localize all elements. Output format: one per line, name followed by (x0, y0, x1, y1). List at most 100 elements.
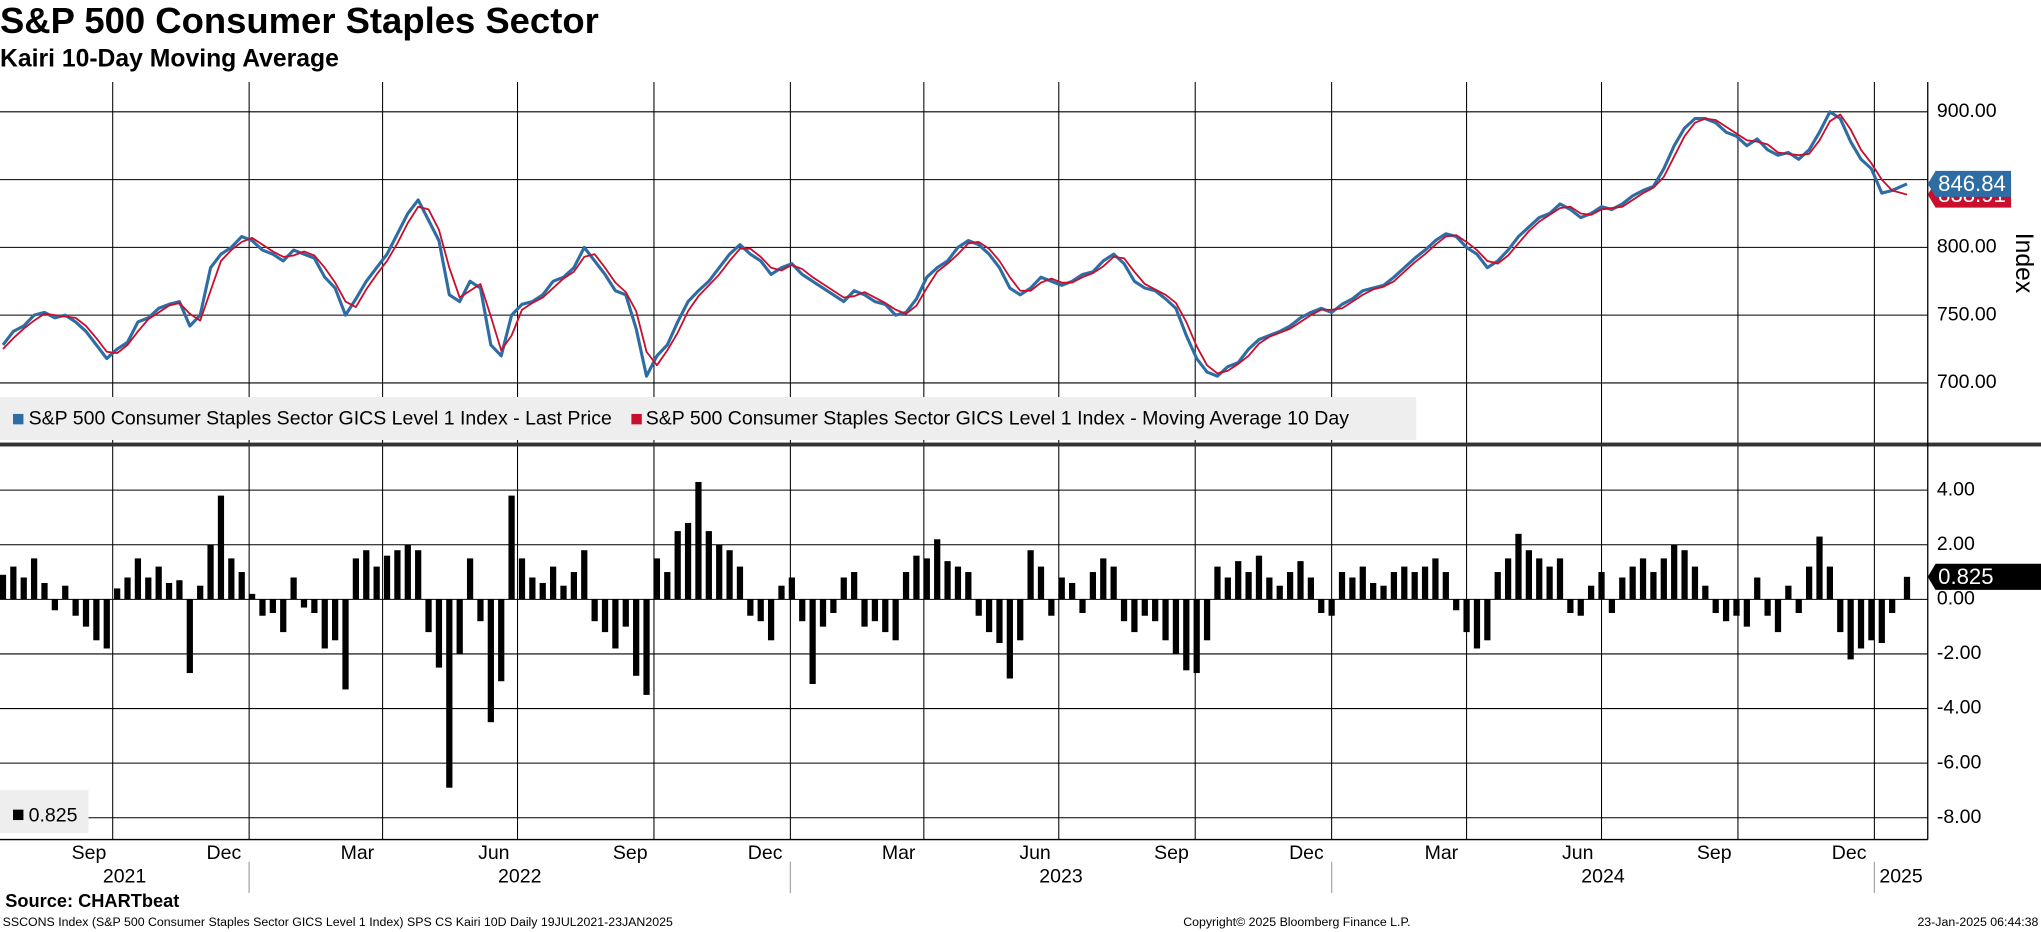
kairi-bar (1463, 599, 1470, 633)
kairi-bar (622, 599, 629, 627)
kairi-bar (238, 572, 245, 600)
kairi-bar (643, 599, 650, 695)
kairi-bar (840, 577, 847, 600)
kairi-bar (913, 555, 920, 600)
kairi-bar (1037, 566, 1045, 600)
kairi-bar (415, 550, 422, 600)
footer-center: Copyright© 2025 Bloomberg Finance L.P. (1183, 915, 1410, 929)
kairi-bar (716, 544, 723, 600)
kairi-bar (664, 572, 671, 600)
kairi-bar (633, 599, 640, 676)
kairi-bar (1629, 566, 1636, 600)
kairi-bar (705, 531, 712, 600)
kairi-bar (1660, 558, 1667, 600)
kairi-bar (539, 582, 546, 600)
kairi-bar (1826, 566, 1834, 600)
kairi-bar (300, 599, 308, 608)
value-tag (1927, 170, 2012, 197)
kairi-bar (124, 577, 131, 600)
value-tag (1927, 563, 2041, 590)
x-tick-label: Mar (882, 842, 916, 864)
kairi-bar (1889, 599, 1896, 613)
kairi-bar (487, 599, 494, 723)
kairi-bar (1453, 599, 1460, 611)
kairi-bar (1297, 561, 1304, 600)
kairi-bar (674, 531, 681, 600)
kairi-bar (923, 558, 930, 600)
grid (0, 82, 1928, 840)
kairi-bar (332, 599, 339, 641)
chart-title: S&P 500 Consumer Staples Sector (0, 0, 599, 41)
kairi-bar (1193, 599, 1200, 674)
y-tick-label: -2.00 (1937, 642, 1982, 664)
chart-subtitle: Kairi 10-Day Moving Average (0, 45, 339, 72)
kairi-bar (767, 599, 775, 641)
kairi-bar (1141, 599, 1148, 616)
kairi-bar (259, 599, 266, 616)
kairi-bar (570, 572, 577, 600)
kairi-bar (1370, 582, 1377, 600)
kairi-bar (601, 599, 609, 633)
kairi-bar (1764, 599, 1771, 616)
y-tick-label: 2.00 (1937, 533, 1975, 555)
kairi-bar (1857, 599, 1865, 649)
kairi-bar (851, 572, 858, 600)
kairi-bar (1722, 599, 1730, 622)
kairi-bar (228, 558, 235, 600)
kairi-bar (861, 599, 868, 627)
kairi-bar (1006, 599, 1013, 679)
kairi-bar (41, 582, 48, 600)
kairi-bar (1380, 585, 1387, 600)
kairi-bar (892, 599, 899, 641)
kairi-bar (456, 599, 463, 654)
kairi-bar (280, 599, 287, 633)
kairi-bar (1619, 577, 1626, 600)
kairi-bar (1235, 561, 1242, 600)
kairi-bar (996, 599, 1003, 644)
kairi-bar (1110, 566, 1117, 600)
kairi-bar (207, 544, 214, 600)
x-tick-label: Sep (613, 842, 648, 864)
kairi-bar (290, 577, 297, 600)
kairi-bar (1754, 577, 1761, 600)
kairi-bar (1691, 566, 1699, 600)
kairi-bar (882, 599, 889, 633)
source: Source: CHARTbeat (5, 891, 179, 911)
kairi-bar (1069, 582, 1076, 600)
kairi-bar (1702, 585, 1709, 600)
kairi-bar (1131, 599, 1138, 633)
kairi-bar (248, 593, 256, 600)
kairi-bar (757, 599, 764, 622)
kairi-bar (477, 599, 484, 622)
kairi-bar (1878, 599, 1885, 644)
kairi-bar (1473, 599, 1481, 649)
x-tick-label: Dec (1289, 842, 1324, 864)
kairi-bar (1432, 558, 1439, 600)
x-year-label: 2022 (498, 865, 541, 887)
kairi-bar (871, 599, 879, 622)
kairi-bar (591, 599, 598, 622)
kairi-bar (965, 572, 972, 600)
legend-box (0, 397, 1417, 440)
kairi-bar (373, 566, 380, 600)
kairi-bar (498, 599, 505, 682)
kairi-bar (1328, 599, 1335, 616)
kairi-bar (103, 599, 110, 649)
kairi-bar (1785, 585, 1792, 600)
kairi-bar (425, 599, 432, 633)
kairi-bar (114, 588, 121, 600)
x-tick-label: Dec (1832, 842, 1867, 864)
value-tag-label: 846.84 (1938, 171, 2006, 196)
x-tick-label: Jun (1562, 842, 1593, 864)
kairi-bar (1152, 599, 1159, 622)
kairi-bar (1546, 566, 1553, 600)
kairi-bar (1286, 572, 1294, 600)
kairi-bar (1588, 585, 1595, 600)
kairi-bar (1058, 577, 1065, 600)
kairi-bar (934, 539, 941, 600)
kairi-bar (1266, 577, 1273, 600)
kairi-bar (404, 544, 411, 600)
kairi-bar (1484, 599, 1491, 641)
